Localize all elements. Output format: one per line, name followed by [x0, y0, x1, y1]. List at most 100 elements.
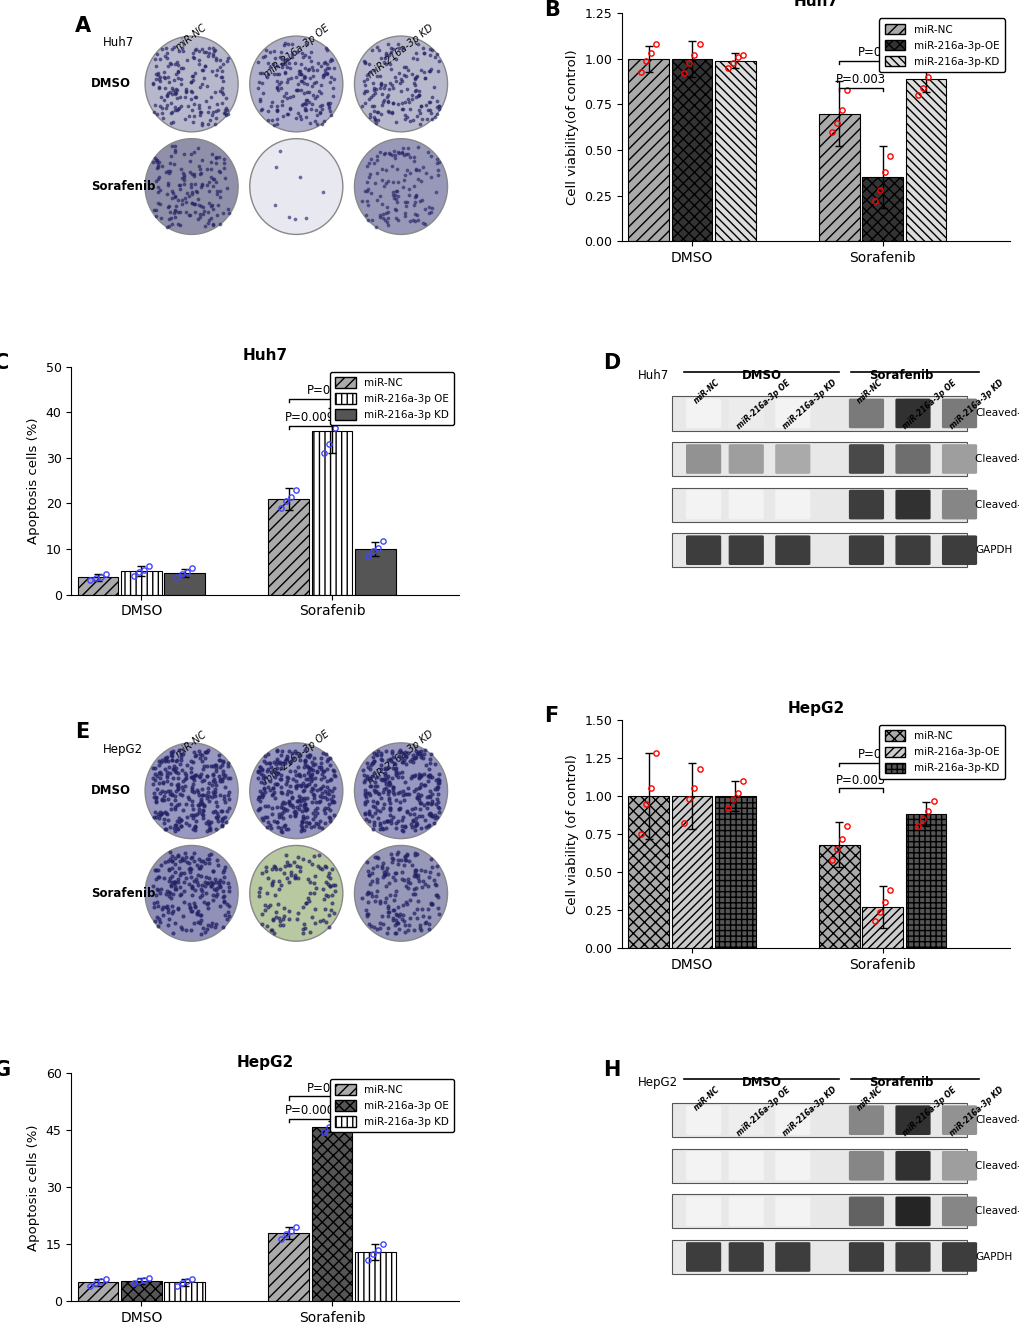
Point: [407, 797, 423, 818]
Text: DMSO: DMSO: [741, 1076, 781, 1089]
Point: [285, 801, 302, 822]
Point: [356, 70, 372, 92]
Point: [207, 100, 223, 121]
Point: [301, 58, 317, 80]
Point: [427, 793, 443, 814]
Point: [154, 750, 170, 772]
Point: [406, 781, 422, 802]
Point: [192, 912, 208, 934]
Point: [194, 744, 210, 765]
Point: [324, 49, 340, 70]
Point: [276, 906, 292, 927]
Point: [216, 886, 232, 907]
Point: [421, 90, 437, 112]
Point: [407, 842, 423, 863]
Point: [169, 88, 185, 109]
Point: [363, 766, 379, 788]
Text: Cleaved-PARP1: Cleaved-PARP1: [974, 1116, 1019, 1125]
Bar: [672, 442, 966, 477]
Point: [389, 33, 406, 54]
Point: [394, 37, 411, 58]
Point: [286, 805, 303, 826]
Point: [414, 876, 430, 898]
Point: [270, 80, 286, 101]
Point: [359, 765, 375, 786]
Point: [190, 781, 206, 802]
Point: [158, 766, 174, 788]
Point: [308, 113, 324, 134]
Point: [360, 210, 376, 231]
Point: [410, 169, 426, 190]
Point: [420, 203, 436, 224]
Point: [386, 862, 403, 883]
Point: [367, 173, 383, 194]
Point: [377, 45, 393, 66]
Point: [409, 65, 425, 86]
Point: [209, 60, 225, 81]
Point: [377, 48, 393, 69]
Point: [387, 870, 404, 891]
Point: [197, 215, 213, 236]
Point: [176, 762, 193, 784]
Point: [149, 906, 165, 927]
Point: [387, 817, 404, 838]
Point: [384, 910, 400, 931]
Point: [376, 865, 392, 886]
Point: [283, 794, 300, 815]
Point: [370, 782, 386, 803]
Point: [191, 155, 207, 177]
Point: [270, 908, 286, 930]
Point: [207, 778, 223, 799]
Point: [385, 784, 401, 805]
Point: [354, 96, 370, 117]
Point: [167, 878, 183, 899]
Point: [203, 167, 219, 189]
Point: [268, 758, 284, 780]
Point: [211, 770, 227, 791]
Point: [357, 802, 373, 823]
Point: [422, 102, 438, 124]
Bar: [355, 1252, 395, 1301]
Point: [289, 80, 306, 101]
Point: [413, 94, 429, 116]
Point: [167, 84, 183, 105]
Point: [293, 108, 310, 129]
Bar: [861, 907, 902, 948]
Point: [159, 46, 175, 68]
Point: [286, 760, 303, 781]
Point: [297, 97, 313, 118]
Point: [163, 112, 179, 133]
Bar: [671, 795, 711, 948]
Point: [430, 769, 446, 790]
Point: [291, 765, 308, 786]
Point: [183, 778, 200, 799]
Point: [261, 780, 277, 801]
Point: [374, 914, 390, 935]
Bar: [861, 178, 902, 242]
Point: [305, 85, 321, 106]
Point: [384, 866, 400, 887]
Point: [266, 62, 282, 84]
Point: [300, 756, 316, 777]
Point: [157, 748, 173, 769]
Point: [193, 102, 209, 124]
Point: [160, 208, 176, 230]
Text: Cleaved-caspase 9: Cleaved-caspase 9: [974, 1161, 1019, 1171]
Point: [376, 89, 392, 110]
Point: [158, 818, 174, 839]
Point: [174, 770, 191, 791]
Point: [383, 847, 399, 869]
Point: [160, 173, 176, 194]
Text: DMSO: DMSO: [91, 77, 130, 90]
Point: [399, 777, 416, 798]
Point: [169, 189, 185, 210]
Point: [305, 785, 321, 806]
Point: [359, 906, 375, 927]
Point: [145, 151, 161, 173]
Point: [324, 884, 340, 906]
Point: [305, 784, 321, 805]
Point: [273, 753, 289, 774]
Point: [166, 202, 182, 223]
Point: [167, 757, 183, 778]
Point: [220, 895, 236, 916]
